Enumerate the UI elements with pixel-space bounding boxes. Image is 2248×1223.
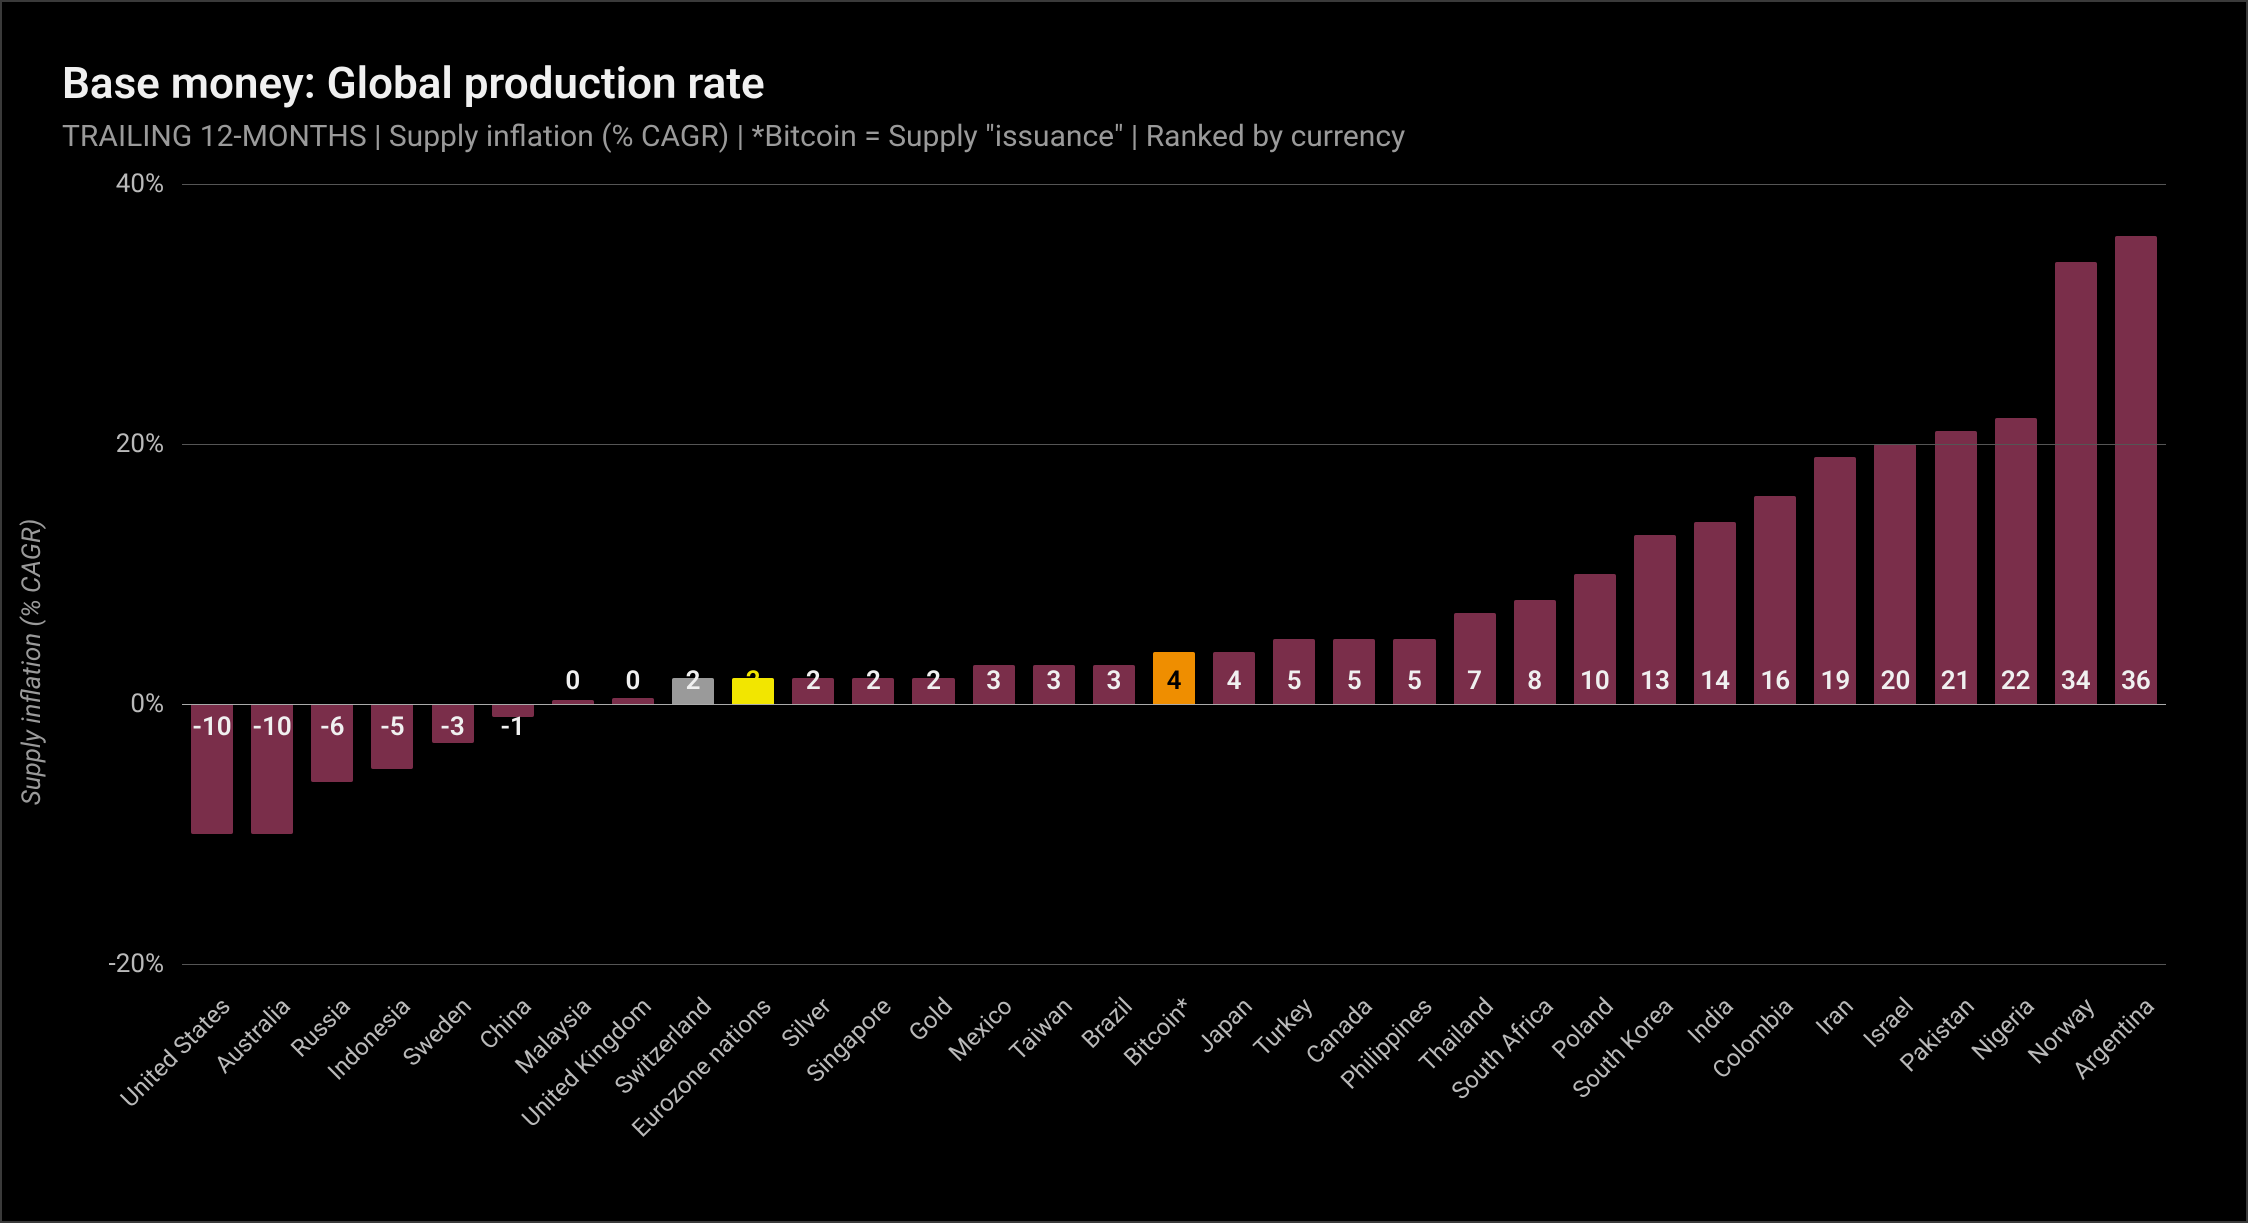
bar-value-label: 7 [1467,666,1482,696]
chart-subtitle: TRAILING 12-MONTHS | Supply inflation (%… [62,119,2186,154]
bar-value-label: 4 [1227,666,1242,696]
bar [1935,431,1977,704]
bar-value-label: 0 [625,666,640,696]
gridline [182,964,2166,965]
chart-area: Supply inflation (% CAGR) -10United Stat… [62,184,2186,1164]
bar-value-label: 20 [1881,666,1911,696]
bar-value-label: -10 [253,712,292,742]
bar-value-label: 2 [746,666,761,696]
gridline [182,704,2166,705]
bar-value-label: 8 [1527,666,1542,696]
bar-value-label: 16 [1760,666,1790,696]
chart-title: Base money: Global production rate [62,57,2186,109]
y-tick-label: 20% [116,429,164,459]
bar-value-label: 10 [1580,666,1610,696]
bar [2055,262,2097,704]
y-tick-label: 0% [130,689,164,719]
bar-value-label: 19 [1820,666,1850,696]
bar-value-label: -3 [440,712,464,742]
y-axis-label: Supply inflation (% CAGR) [17,519,47,806]
bar-value-label: 21 [1941,666,1971,696]
bar-value-label: 2 [866,666,881,696]
bar-value-label: -6 [320,712,344,742]
bar-value-label: -5 [380,712,404,742]
bar-value-label: 2 [686,666,701,696]
bar-value-label: 34 [2061,666,2091,696]
bar [1995,418,2037,704]
bar-value-label: -10 [192,712,231,742]
plot-area: -10United States-10Australia-6Russia-5In… [182,184,2166,964]
gridline [182,444,2166,445]
gridline [182,184,2166,185]
bar-value-label: 22 [2001,666,2031,696]
y-tick-label: 40% [116,169,164,199]
bar-value-label: 0 [565,666,580,696]
bar-value-label: 5 [1287,666,1302,696]
chart-frame: Base money: Global production rate TRAIL… [0,0,2248,1223]
bars-layer: -10United States-10Australia-6Russia-5In… [182,184,2166,964]
bar-value-label: 13 [1640,666,1670,696]
bar-value-label: 5 [1347,666,1362,696]
y-tick-label: -20% [109,949,164,979]
bar-value-label: 2 [806,666,821,696]
bar-value-label: 4 [1167,666,1182,696]
bar-value-label: 5 [1407,666,1422,696]
bar [1874,444,1916,704]
bar-value-label: -1 [500,712,524,742]
bar-value-label: 3 [1106,666,1121,696]
bar-value-label: 3 [1046,666,1061,696]
bar-value-label: 2 [926,666,941,696]
bar-value-label: 36 [2121,666,2151,696]
bar-value-label: 3 [986,666,1001,696]
bar [2115,236,2157,704]
bar-value-label: 14 [1700,666,1730,696]
